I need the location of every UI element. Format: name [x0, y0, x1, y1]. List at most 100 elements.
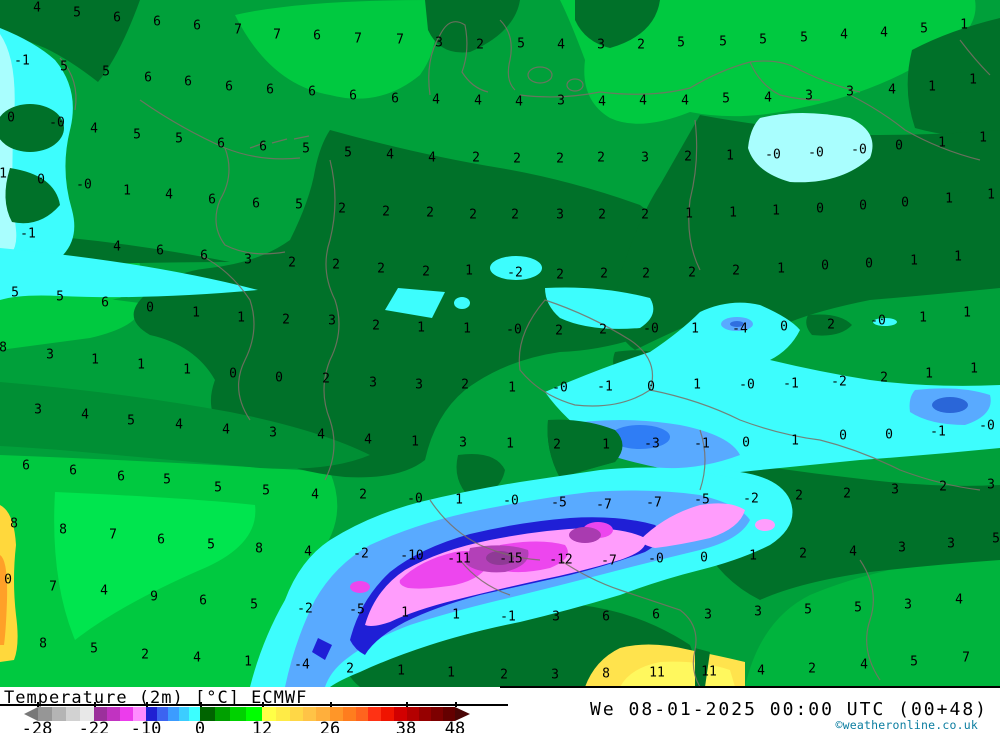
temp-label: 4 [598, 95, 606, 110]
temp-label: 5 [804, 603, 812, 618]
temp-label: 1 [791, 434, 799, 449]
temp-label: 6 [652, 608, 660, 623]
temp-label: -1 [783, 377, 799, 392]
temp-label: -4 [294, 658, 310, 673]
temp-label: 4 [880, 26, 888, 41]
temp-label: 2 [939, 480, 947, 495]
scale-tick-mark [455, 702, 457, 707]
temp-label: 2 [799, 547, 807, 562]
scale-band [189, 707, 200, 721]
temp-label: 1 [919, 311, 927, 326]
temp-label: 4 [955, 593, 963, 608]
temp-label: 5 [11, 286, 19, 301]
temp-label: 3 [987, 478, 995, 493]
temp-label: 2 [684, 150, 692, 165]
temp-label: 4 [515, 95, 523, 110]
temp-label: 5 [127, 414, 135, 429]
scale-band [368, 707, 381, 721]
temp-label: 0 [839, 429, 847, 444]
temp-label: 1 [397, 664, 405, 679]
scale-band [290, 707, 303, 721]
temp-label: 6 [22, 459, 30, 474]
scale-tick-mark [37, 702, 39, 707]
temp-label: 3 [898, 541, 906, 556]
temperature-map-svg: 4 5 6 6 6 7 7 6 7 7 3 2 5 4 3 2 5 5 5 5 4 4 5 1-1 5 5 6 6 6 6 6 6 6 4 4 4 3 4… [0, 0, 1000, 687]
temp-label: 0 [647, 380, 655, 395]
temp-label: 3 [904, 598, 912, 613]
region-dark-green [0, 0, 1000, 687]
temp-label: 1 [506, 437, 514, 452]
temp-label: 5 [56, 290, 64, 305]
temp-label: 5 [302, 142, 310, 157]
temp-label: 4 [840, 28, 848, 43]
copyright-link[interactable]: ©weatheronline.co.uk [835, 718, 978, 732]
temp-label: 2 [141, 648, 149, 663]
temp-label: 6 [391, 92, 399, 107]
temp-label: -0 [870, 314, 886, 329]
temp-label: 6 [157, 533, 165, 548]
temp-label: -2 [353, 547, 369, 562]
temp-label: 0 [146, 301, 154, 316]
scale-band [276, 707, 290, 721]
temp-label: 5 [250, 598, 258, 613]
temp-label: 11 [701, 665, 717, 680]
temp-label: 2 [476, 38, 484, 53]
scale-band [246, 707, 262, 721]
scale-band [407, 707, 419, 721]
legend-divider-right [500, 686, 1000, 688]
temp-label: 7 [354, 32, 362, 47]
temp-label: 3 [556, 208, 564, 223]
temp-label: 3 [597, 38, 605, 53]
scale-tick-label: 48 [444, 719, 466, 733]
temp-label: 1 [979, 131, 987, 146]
temp-label: -0 [552, 381, 568, 396]
temp-label: -0 [851, 143, 867, 158]
temp-label: 5 [133, 128, 141, 143]
temp-label: -0 [49, 116, 65, 131]
temp-label: 3 [641, 151, 649, 166]
temp-label: 7 [49, 580, 57, 595]
temp-label: 6 [259, 140, 267, 155]
temp-label: 4 [364, 433, 372, 448]
temp-label: 6 [153, 15, 161, 30]
temp-label: 6 [349, 89, 357, 104]
temp-label: 2 [688, 266, 696, 281]
temp-label: 4 [681, 94, 689, 109]
temp-label: 1 [910, 254, 918, 269]
temp-label: 1 [123, 184, 131, 199]
temp-label: 1 [963, 306, 971, 321]
legend-divider-left [0, 704, 508, 706]
temp-label: 2 [382, 205, 390, 220]
temp-label: -15 [499, 552, 522, 567]
temp-label: 6 [252, 197, 260, 212]
scale-band [330, 707, 343, 721]
scale-band [80, 707, 94, 721]
temp-label: 1 [945, 192, 953, 207]
temp-label: 2 [377, 262, 385, 277]
temp-label: 0 [821, 259, 829, 274]
scale-band [179, 707, 189, 721]
temp-label: 6 [144, 71, 152, 86]
temp-label: 3 [846, 85, 854, 100]
temp-label: 3 [557, 94, 565, 109]
temp-label: 1 [777, 262, 785, 277]
temp-label: 2 [598, 208, 606, 223]
temp-label: 1 [91, 353, 99, 368]
temp-label: 4 [432, 93, 440, 108]
map-borders [59, 19, 991, 687]
scale-bar [38, 707, 455, 721]
temp-label: 5 [722, 92, 730, 107]
temp-label: 5 [73, 6, 81, 21]
temp-label: 8 [255, 542, 263, 557]
region-brightest-green [54, 492, 256, 640]
temp-label: 1 [928, 80, 936, 95]
temp-label: 0 [865, 257, 873, 272]
scale-tick-mark [262, 702, 264, 707]
temp-label: 6 [117, 470, 125, 485]
temp-label: 1 [729, 206, 737, 221]
scale-tick-mark [330, 702, 332, 707]
temp-label: 5 [759, 33, 767, 48]
temp-label: 8 [39, 637, 47, 652]
scale-band [431, 707, 443, 721]
